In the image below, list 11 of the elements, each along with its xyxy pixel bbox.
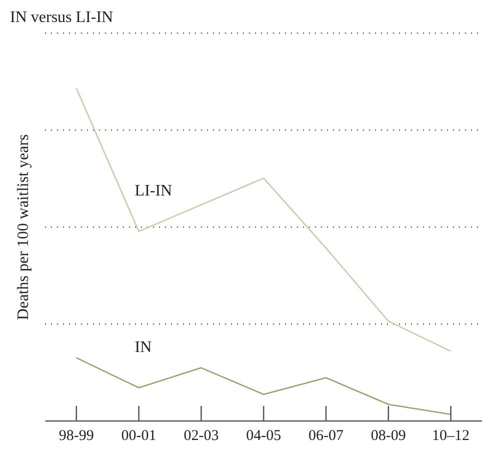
series-label: IN: [134, 338, 152, 356]
x-tick-label: 10–12: [432, 428, 470, 444]
chart-title: IN versus LI-IN: [10, 8, 114, 26]
x-tick-label: 04-05: [246, 428, 282, 444]
x-tick-label: 98-99: [58, 428, 94, 444]
x-tick-label: 08-09: [370, 428, 406, 444]
y-axis-title: Deaths per 100 waitlist years: [14, 134, 32, 320]
x-tick-label: 00-01: [121, 428, 156, 444]
x-tick-label: 02-03: [184, 428, 219, 444]
x-tick-label: 06-07: [308, 428, 344, 444]
series-label: LI-IN: [134, 182, 173, 200]
